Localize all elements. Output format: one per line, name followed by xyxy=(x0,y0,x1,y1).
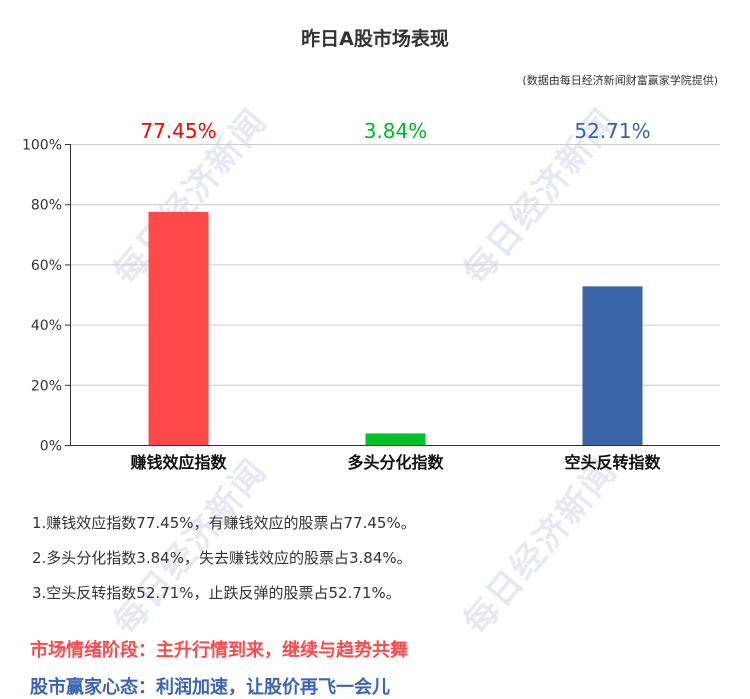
note-3: 3.空头反转指数52.71%，止跌反弹的股票占52.71%。 xyxy=(32,584,401,602)
data-label: 3.84% xyxy=(364,119,428,143)
y-tick-label: 0% xyxy=(40,439,62,455)
y-tick-label: 100% xyxy=(22,138,62,154)
bar xyxy=(365,433,426,445)
y-tick-label: 80% xyxy=(31,198,62,214)
note-2: 2.多头分化指数3.84%，失去赚钱效应的股票占3.84%。 xyxy=(32,549,412,567)
x-tick-label: 空头反转指数 xyxy=(564,453,661,472)
data-label: 77.45% xyxy=(140,119,216,143)
source-note: (数据由每日经济新闻财富赢家学院提供) xyxy=(522,74,718,87)
x-tick-label: 多头分化指数 xyxy=(347,453,444,472)
bar-chart: 0% 20% 40% 60% 80% 100% 77.45% 赚钱效应指数 3.84% 多头分化指… xyxy=(22,119,720,472)
x-tick-label: 赚钱效应指数 xyxy=(129,453,227,472)
investor-mood: 股市赢家心态：利润加速，让股价再飞一会儿 xyxy=(30,677,390,698)
market-stage: 市场情绪阶段：主升行情到来，继续与趋势共舞 xyxy=(30,640,408,661)
y-tick-label: 20% xyxy=(31,378,62,394)
data-label: 52.71% xyxy=(574,119,650,143)
chart-title: 昨日A股市场表现 xyxy=(301,28,449,50)
y-tick-label: 40% xyxy=(31,318,62,334)
y-tick-label: 60% xyxy=(31,258,62,274)
note-1: 1.赚钱效应指数77.45%，有赚钱效应的股票占77.45%。 xyxy=(32,514,416,532)
bar xyxy=(582,286,643,445)
bar xyxy=(148,211,209,445)
